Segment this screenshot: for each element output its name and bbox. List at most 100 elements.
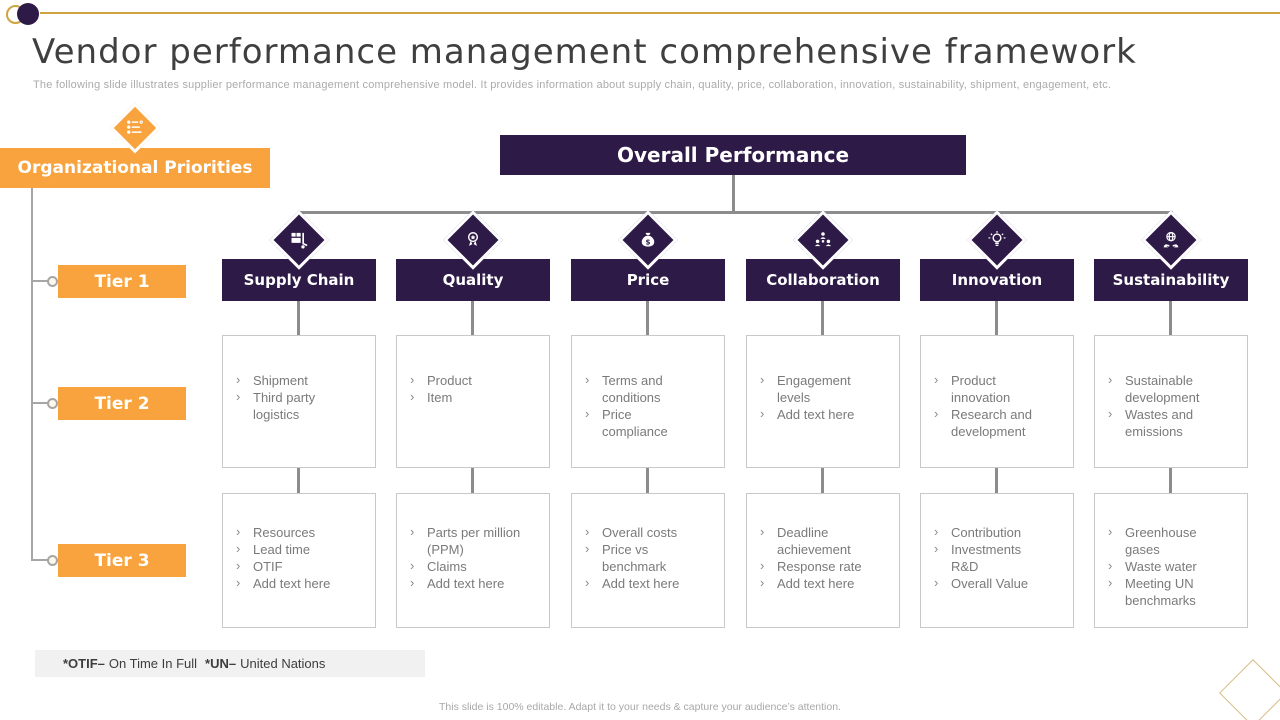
tier1-label: Tier 1 bbox=[58, 265, 186, 298]
list-item: Price vs benchmark bbox=[572, 540, 696, 575]
bullet-list: Product innovation Research and developm… bbox=[921, 371, 1073, 440]
list-item: Product innovation bbox=[921, 371, 1045, 406]
list-item: Research and development bbox=[921, 405, 1045, 440]
connector bbox=[1169, 301, 1172, 335]
list-item: Shipment bbox=[223, 371, 347, 389]
root-connector bbox=[732, 175, 735, 211]
innovation-diamond bbox=[967, 210, 1027, 270]
sustainability-tier3-box: Greenhouse gases Waste water Meeting UN … bbox=[1094, 493, 1248, 628]
list-item: Overall Value bbox=[921, 574, 1045, 592]
collaboration-tier2-box: Engagement levels Add text here bbox=[746, 335, 900, 468]
top-dot-decoration bbox=[17, 3, 39, 25]
connector bbox=[471, 301, 474, 335]
quality-medal-icon bbox=[467, 232, 479, 246]
list-item: Resources bbox=[223, 523, 347, 541]
footnote-term: *OTIF– bbox=[63, 656, 105, 671]
list-item: Third party logistics bbox=[223, 388, 347, 423]
list-item: Add text here bbox=[747, 405, 871, 423]
list-item: OTIF bbox=[223, 557, 347, 575]
tier3-label: Tier 3 bbox=[58, 544, 186, 577]
list-item: Add text here bbox=[397, 574, 521, 592]
collaboration-tier3-box: Deadline achievement Response rate Add t… bbox=[746, 493, 900, 628]
connector bbox=[471, 468, 474, 493]
team-icon bbox=[814, 232, 832, 247]
column-supply-chain: Supply Chain Shipment Third party logist… bbox=[222, 210, 376, 630]
bullet-list: Engagement levels Add text here bbox=[747, 371, 899, 423]
connector bbox=[297, 468, 300, 493]
price-diamond: $ bbox=[618, 210, 678, 270]
bullet-list: Parts per million (PPM) Claims Add text … bbox=[397, 523, 549, 592]
list-item: Terms and conditions bbox=[572, 371, 696, 406]
bullet-list: Product Item bbox=[397, 371, 549, 406]
top-accent-line bbox=[40, 12, 1280, 14]
bullet-list: Terms and conditions Price compliance bbox=[572, 371, 724, 440]
list-item: Overall costs bbox=[572, 523, 696, 541]
list-item: Contribution bbox=[921, 523, 1045, 541]
column-sustainability: Sustainability Sustainable development W… bbox=[1094, 210, 1248, 630]
list-item: Sustainable development bbox=[1095, 371, 1219, 406]
editable-note: This slide is 100% editable. Adapt it to… bbox=[439, 701, 841, 713]
bullet-list: Greenhouse gases Waste water Meeting UN … bbox=[1095, 523, 1247, 609]
sustainability-tier2-box: Sustainable development Wastes and emiss… bbox=[1094, 335, 1248, 468]
price-tier3-box: Overall costs Price vs benchmark Add tex… bbox=[571, 493, 725, 628]
connector bbox=[821, 468, 824, 493]
page-subtitle: The following slide illustrates supplier… bbox=[33, 79, 1112, 91]
quality-diamond bbox=[443, 210, 503, 270]
svg-text:$: $ bbox=[646, 237, 651, 246]
list-item: Wastes and emissions bbox=[1095, 405, 1219, 440]
column-price: $ Price Terms and conditions Price compl… bbox=[571, 210, 725, 630]
footnote-definition: United Nations bbox=[240, 656, 326, 671]
list-item: Deadline achievement bbox=[747, 523, 871, 558]
list-item: Add text here bbox=[223, 574, 347, 592]
list-item: Meeting UN benchmarks bbox=[1095, 574, 1219, 609]
quality-tier3-box: Parts per million (PPM) Claims Add text … bbox=[396, 493, 550, 628]
column-quality: Quality Product Item Parts per million (… bbox=[396, 210, 550, 630]
sustainability-diamond bbox=[1141, 210, 1201, 270]
column-header-innovation: Innovation bbox=[920, 259, 1074, 301]
price-tier2-box: Terms and conditions Price compliance bbox=[571, 335, 725, 468]
bullet-list: Resources Lead time OTIF Add text here bbox=[223, 523, 375, 592]
org-priorities-label: Organizational Priorities bbox=[0, 148, 270, 188]
page-title: Vendor performance management comprehens… bbox=[32, 32, 1137, 72]
list-item: Investments R&D bbox=[921, 540, 1045, 575]
innovation-tier2-box: Product innovation Research and developm… bbox=[920, 335, 1074, 468]
supply-chain-tier3-box: Resources Lead time OTIF Add text here bbox=[222, 493, 376, 628]
list-item: Add text here bbox=[572, 574, 696, 592]
connector bbox=[1169, 468, 1172, 493]
list-item: Engagement levels bbox=[747, 371, 871, 406]
overall-performance-box: Overall Performance bbox=[500, 135, 966, 175]
list-item: Price compliance bbox=[572, 405, 696, 440]
tier2-connector bbox=[31, 402, 48, 404]
checklist-icon bbox=[127, 120, 143, 134]
globe-hands-icon bbox=[1163, 231, 1179, 248]
connector bbox=[995, 301, 998, 335]
list-item: Parts per million (PPM) bbox=[397, 523, 521, 558]
footnote-definition: On Time In Full bbox=[108, 656, 198, 671]
tier2-label: Tier 2 bbox=[58, 387, 186, 420]
bullet-list: Deadline achievement Response rate Add t… bbox=[747, 523, 899, 592]
tier1-connector bbox=[31, 280, 48, 282]
tier3-node bbox=[47, 555, 58, 566]
bullet-list: Overall costs Price vs benchmark Add tex… bbox=[572, 523, 724, 592]
bullet-list: Shipment Third party logistics bbox=[223, 371, 375, 423]
connector bbox=[646, 301, 649, 335]
bullet-list: Sustainable development Wastes and emiss… bbox=[1095, 371, 1247, 440]
list-item: Product bbox=[397, 371, 521, 389]
horizontal-connector bbox=[298, 211, 1173, 214]
footnote-bar: *OTIF– On Time In Full *UN– United Natio… bbox=[35, 650, 425, 677]
supply-chain-icon bbox=[291, 232, 308, 249]
bullet-list: Contribution Investments R&D Overall Val… bbox=[921, 523, 1073, 592]
connector bbox=[821, 301, 824, 335]
column-collaboration: Collaboration Engagement levels Add text… bbox=[746, 210, 900, 630]
list-item: Lead time bbox=[223, 540, 347, 558]
connector bbox=[646, 468, 649, 493]
innovation-tier3-box: Contribution Investments R&D Overall Val… bbox=[920, 493, 1074, 628]
tier2-node bbox=[47, 398, 58, 409]
column-innovation: Innovation Product innovation Research a… bbox=[920, 210, 1074, 630]
tier-rail-line bbox=[31, 188, 33, 560]
connector bbox=[297, 301, 300, 335]
list-item: Item bbox=[397, 388, 521, 406]
list-item: Greenhouse gases bbox=[1095, 523, 1219, 558]
money-bag-icon: $ bbox=[641, 232, 655, 247]
